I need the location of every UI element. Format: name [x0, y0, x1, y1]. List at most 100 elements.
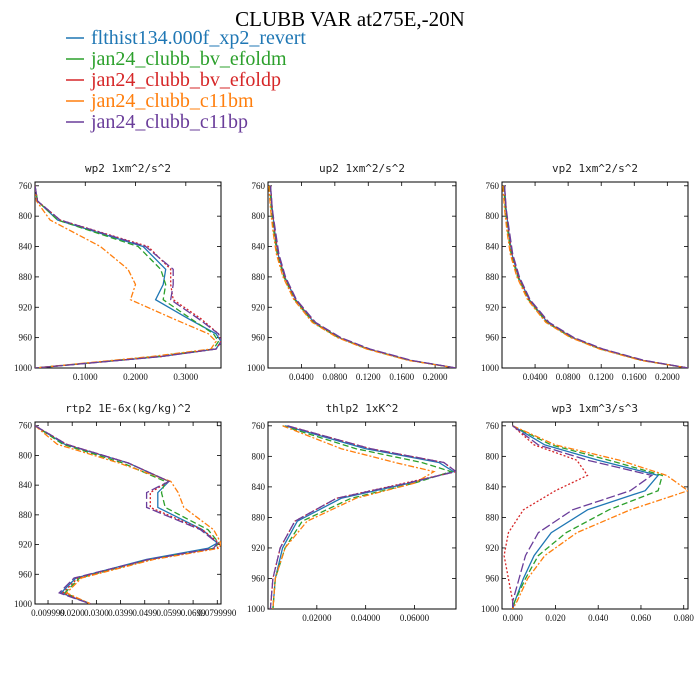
y-tick-label: 880	[486, 272, 500, 282]
x-tick-label: 0.040	[588, 613, 609, 623]
y-tick-label: 840	[486, 482, 500, 492]
series-line-2	[35, 185, 220, 368]
x-tick-label: 0.0499	[132, 608, 157, 618]
plot-frame	[34, 181, 222, 369]
y-tick-label: 1000	[14, 363, 33, 373]
y-tick-label: 920	[252, 302, 266, 312]
plot-frame	[501, 421, 689, 610]
y-tick-label: 880	[19, 510, 33, 520]
y-tick-label: 1000	[481, 604, 500, 614]
x-tick-label: 0.0799990	[198, 608, 237, 618]
x-tick-label: 0.1600	[622, 372, 647, 382]
y-tick-label: 920	[486, 302, 500, 312]
x-tick-label: 0.3000	[173, 372, 198, 382]
y-tick-label: 760	[19, 181, 33, 191]
panel-3: vp2 1xm^2/s^2 760 800 840 880 920 960 1000 0.040…	[481, 162, 689, 382]
plot-frame	[267, 181, 457, 369]
y-tick-label: 800	[486, 211, 500, 221]
x-tick-label: 0.0699	[181, 608, 206, 618]
panel-title: wp3 1xm^3/s^3	[552, 402, 638, 415]
series-line-5	[269, 425, 456, 609]
panel-6: wp3 1xm^3/s^3 760 800 840 880 920 960 10000.000…	[481, 402, 694, 623]
y-tick-label: 960	[252, 573, 266, 583]
series-line-5	[503, 185, 688, 368]
legend-label: flthist134.000f_xp2_revert	[91, 27, 306, 49]
plot-frame	[34, 421, 222, 605]
series-line-5	[512, 425, 654, 609]
x-tick-label: 0.2000	[123, 372, 148, 382]
y-tick-label: 800	[252, 451, 266, 461]
series-line-2	[269, 185, 456, 368]
y-tick-label: 1000	[247, 604, 266, 614]
x-tick-label: 0.1600	[389, 372, 414, 382]
y-tick-label: 960	[252, 333, 266, 343]
y-tick-label: 960	[19, 569, 33, 579]
series-line-1	[503, 185, 688, 368]
x-tick-label: 0.0399	[108, 608, 133, 618]
y-tick-label: 1000	[14, 599, 33, 609]
series-line-4	[502, 185, 688, 368]
y-tick-label: 880	[252, 512, 266, 522]
panel-title: rtp2 1E-6x(kg/kg)^2	[65, 402, 191, 415]
x-tick-label: 0.0300	[84, 608, 109, 618]
legend-label: jan24_clubb_bv_efoldp	[90, 69, 281, 91]
series-line-3	[35, 185, 221, 368]
panels: wp2 1xm^2/s^2 760 800 840 880 920 960 1000 0.100…	[14, 162, 694, 623]
panel-title: vp2 1xm^2/s^2	[552, 162, 638, 175]
panel-2: up2 1xm^2/s^2 760 800 840 880 920 960 1000 0.040…	[247, 162, 457, 382]
series-line-2	[272, 425, 454, 609]
y-tick-label: 800	[19, 211, 33, 221]
legend-entry: jan24_clubb_c11bm	[66, 90, 254, 112]
y-tick-label: 920	[486, 543, 500, 553]
y-tick-label: 760	[19, 421, 33, 431]
y-tick-label: 880	[252, 272, 266, 282]
panel-title: wp2 1xm^2/s^2	[85, 162, 171, 175]
legend-entry: flthist134.000f_xp2_revert	[66, 27, 306, 49]
panel-1: wp2 1xm^2/s^2 760 800 840 880 920 960 1000 0.100…	[14, 162, 222, 382]
x-tick-label: 0.2000	[423, 372, 448, 382]
y-tick-label: 880	[19, 272, 33, 282]
x-tick-label: 0.0800	[556, 372, 581, 382]
y-tick-label: 840	[486, 242, 500, 252]
y-tick-label: 960	[486, 333, 500, 343]
series-line-3	[503, 425, 589, 609]
y-tick-label: 920	[252, 543, 266, 553]
x-tick-label: 0.1200	[589, 372, 614, 382]
series-line-3	[503, 185, 688, 368]
panel-5: thlp2 1xK^2 760 800 840 880 920 960 1000 0.02000…	[247, 402, 457, 623]
y-tick-label: 960	[486, 573, 500, 583]
series-line-2	[512, 425, 664, 609]
x-tick-label: 0.04000	[351, 613, 381, 623]
x-tick-label: 0.0400	[289, 372, 314, 382]
series-line-5	[35, 185, 221, 368]
legend-label: jan24_clubb_bv_efoldm	[90, 48, 287, 70]
x-tick-label: 0.0200	[60, 608, 85, 618]
x-tick-label: 0.02000	[302, 613, 332, 623]
x-tick-label: 0.2000	[655, 372, 680, 382]
x-tick-label: 0.000	[503, 613, 524, 623]
series-line-2	[503, 185, 688, 368]
plot-frame	[267, 421, 457, 610]
y-tick-label: 800	[19, 450, 33, 460]
panel-title: up2 1xm^2/s^2	[319, 162, 405, 175]
x-tick-label: 0.1200	[356, 372, 381, 382]
x-tick-label: 0.020	[545, 613, 566, 623]
series-line-5	[269, 185, 456, 368]
series-line-4	[268, 185, 456, 368]
series-line-3	[269, 185, 456, 368]
panel-title: thlp2 1xK^2	[326, 402, 399, 415]
y-tick-label: 840	[19, 242, 33, 252]
y-tick-label: 840	[252, 482, 266, 492]
y-tick-label: 800	[252, 211, 266, 221]
y-tick-label: 760	[252, 421, 266, 431]
x-tick-label: 0.0400	[523, 372, 548, 382]
legend-label: jan24_clubb_c11bm	[90, 90, 254, 112]
series-line-5	[35, 425, 219, 604]
series-line-2	[35, 425, 220, 604]
figure-title: CLUBB VAR at275E,-20N	[235, 7, 465, 31]
y-tick-label: 840	[252, 242, 266, 252]
x-tick-label: 0.080	[674, 613, 695, 623]
legend-label: jan24_clubb_c11bp	[90, 111, 248, 133]
y-tick-label: 920	[19, 302, 33, 312]
